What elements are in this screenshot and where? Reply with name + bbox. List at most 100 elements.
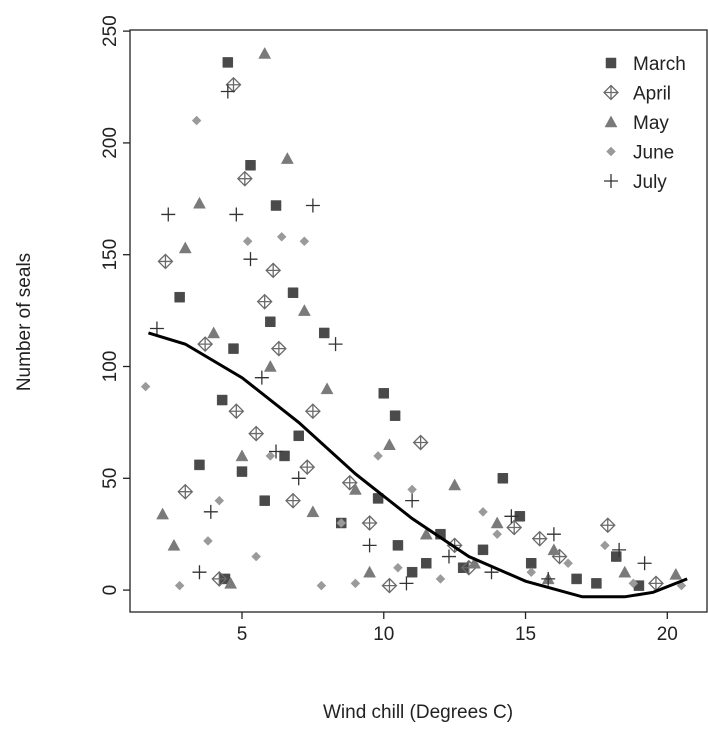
data-point (497, 473, 509, 484)
data-point (197, 336, 214, 353)
data-point (477, 544, 489, 556)
data-point (220, 84, 235, 99)
data-point (270, 340, 287, 357)
data-point (229, 207, 244, 222)
data-point (293, 430, 304, 442)
data-point (194, 459, 205, 471)
data-point (514, 511, 526, 522)
data-point (348, 482, 362, 495)
x-tick-label: 20 (657, 624, 678, 645)
data-point (383, 438, 396, 451)
data-point (156, 507, 170, 520)
data-point (389, 410, 401, 421)
data-point (492, 529, 503, 540)
data-point (547, 543, 561, 556)
y-tick-label: 50 (100, 468, 121, 489)
data-point (193, 196, 206, 209)
data-point (203, 504, 218, 519)
data-point (276, 231, 287, 242)
x-tick-label: 10 (373, 624, 394, 645)
data-point (612, 542, 627, 557)
data-point (306, 505, 320, 518)
data-point (341, 474, 358, 491)
legend-label: May (633, 113, 669, 134)
data-point (406, 566, 418, 578)
data-point (362, 538, 377, 553)
data-point (304, 403, 321, 420)
y-tick-label: 0 (100, 585, 121, 596)
data-point (235, 449, 249, 462)
data-point (350, 578, 361, 589)
data-point (525, 558, 537, 569)
data-point (245, 160, 256, 171)
legend-symbol (603, 84, 619, 101)
data-point (328, 337, 343, 352)
data-point (599, 517, 616, 534)
data-point (490, 516, 504, 529)
data-point (541, 571, 556, 586)
legend-symbol (605, 57, 617, 69)
data-point (571, 573, 582, 585)
legend-label: July (633, 172, 667, 193)
data-point (243, 252, 258, 267)
data-point (316, 580, 327, 591)
y-tick-label: 250 (100, 15, 121, 47)
legend-symbol (604, 115, 618, 128)
legend-symbol (606, 146, 616, 157)
data-point (224, 576, 238, 589)
data-point (531, 530, 548, 547)
data-point (563, 558, 573, 569)
data-point (393, 562, 403, 573)
data-point (526, 567, 537, 578)
data-point (280, 152, 294, 164)
data-point (167, 538, 181, 551)
data-point (373, 451, 383, 461)
data-point (236, 170, 253, 187)
data-point (611, 551, 622, 562)
data-point (203, 536, 213, 546)
data-point (407, 484, 417, 495)
fit-curve (147, 331, 688, 599)
data-point (546, 527, 561, 542)
y-tick-label: 200 (100, 127, 121, 159)
data-point (177, 483, 194, 500)
data-point (378, 388, 390, 399)
data-point (285, 492, 301, 509)
data-point (157, 253, 174, 270)
data-point (256, 293, 273, 310)
data-point (478, 506, 488, 517)
data-point (174, 291, 185, 303)
y-axis-title: Number of seals (14, 253, 35, 391)
y-tick-label: 150 (100, 239, 121, 271)
legend-symbol (604, 174, 618, 188)
data-point (269, 444, 284, 459)
data-point (265, 262, 282, 279)
data-point (421, 558, 432, 569)
data-point (405, 493, 420, 508)
data-point (419, 527, 433, 540)
data-point (305, 198, 320, 213)
data-point (441, 549, 456, 564)
data-point (399, 576, 414, 591)
data-point (242, 236, 253, 247)
data-point (222, 57, 234, 68)
data-point (628, 578, 639, 589)
data-point (363, 565, 377, 578)
x-tick-label: 15 (515, 624, 536, 645)
data-point (504, 509, 519, 524)
y-tick-label: 100 (100, 351, 121, 383)
legend-label: March (633, 54, 686, 75)
data-point (178, 241, 192, 254)
data-point (191, 115, 202, 126)
data-point (270, 200, 282, 211)
data-point (600, 540, 610, 551)
data-point (669, 567, 683, 580)
data-point (265, 451, 276, 461)
data-point (254, 370, 269, 385)
data-point (637, 556, 652, 571)
data-point (265, 316, 276, 328)
data-point (287, 287, 299, 298)
plot-frame (129, 29, 708, 613)
data-point (149, 321, 164, 336)
